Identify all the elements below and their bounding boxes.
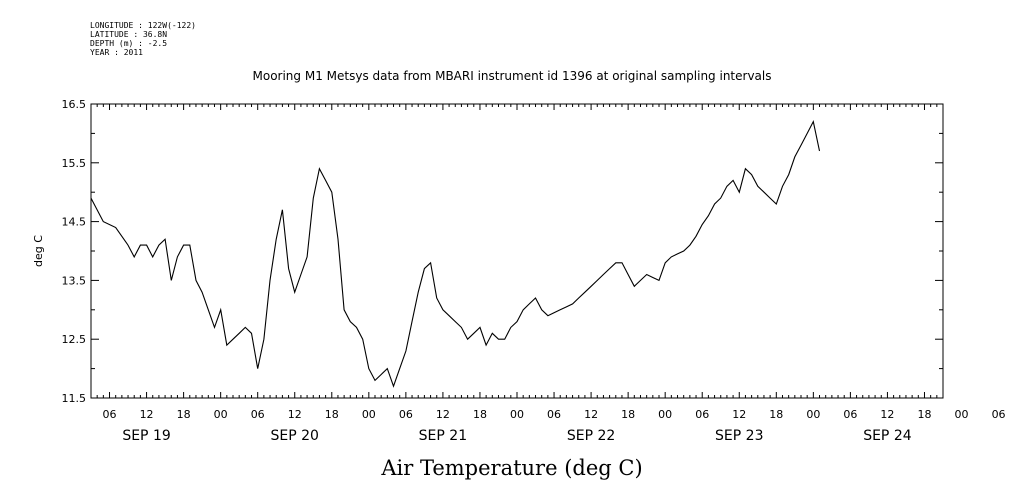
- hour-tick-label: 00: [658, 408, 672, 421]
- hour-tick-label: 06: [843, 408, 857, 421]
- hour-tick-label: 12: [732, 408, 746, 421]
- metadata-block: LONGITUDE : 122W(-122) LATITUDE : 36.8N …: [90, 21, 196, 57]
- day-label: SEP 24: [863, 428, 912, 444]
- hour-tick-label: 18: [769, 408, 783, 421]
- hour-tick-label: 00: [806, 408, 820, 421]
- y-tick-label: 12.5: [62, 333, 87, 346]
- series-line: [90, 119, 821, 388]
- hour-tick-label: 12: [288, 408, 302, 421]
- hour-tick-label: 00: [510, 408, 524, 421]
- hour-tick-label: 06: [992, 408, 1006, 421]
- hour-tick-label: 06: [547, 408, 561, 421]
- hour-tick-label: 18: [177, 408, 191, 421]
- day-label: SEP 23: [715, 428, 763, 444]
- y-tick-label: 14.5: [62, 216, 87, 229]
- latitude-text: LATITUDE : 36.8N: [90, 30, 168, 39]
- day-label: SEP 22: [567, 428, 615, 444]
- y-tick-label: 15.5: [62, 157, 87, 170]
- y-tick-label: 13.5: [62, 274, 87, 287]
- year-text: YEAR : 2011: [90, 48, 143, 57]
- hour-tick-label: 18: [325, 408, 339, 421]
- y-tick-labels: 11.5 12.5 13.5 14.5 15.5 16.5: [62, 98, 87, 405]
- y-axis-label: deg C: [32, 235, 45, 267]
- hour-tick-label: 18: [473, 408, 487, 421]
- hour-tick-label: 12: [880, 408, 894, 421]
- hour-tick-label: 00: [214, 408, 228, 421]
- hour-tick-label: 00: [955, 408, 969, 421]
- hour-tick-label: 18: [621, 408, 635, 421]
- hour-tick-label: 12: [140, 408, 154, 421]
- y-tick-label: 11.5: [62, 392, 87, 405]
- hour-tick-label: 06: [103, 408, 117, 421]
- day-label: SEP 20: [271, 428, 319, 444]
- x-axis-label: Air Temperature (deg C): [380, 456, 642, 480]
- hour-tick-label: 06: [399, 408, 413, 421]
- hour-tick-label: 06: [251, 408, 265, 421]
- chart-title: Mooring M1 Metsys data from MBARI instru…: [253, 69, 772, 83]
- axis-ticks: [90, 103, 944, 399]
- y-tick-label: 16.5: [62, 98, 87, 111]
- hour-tick-label: 00: [362, 408, 376, 421]
- plot-frame: [90, 103, 944, 399]
- hour-tick-label: 06: [695, 408, 709, 421]
- hour-tick-labels: 06 12 18 00 06 12 18 00 06 12 18 00 06 12 18 00 06 12 18 00…: [103, 408, 1006, 421]
- hour-tick-label: 12: [436, 408, 450, 421]
- longitude-text: LONGITUDE : 122W(-122): [90, 21, 196, 30]
- day-label: SEP 21: [419, 428, 467, 444]
- hour-tick-label: 18: [917, 408, 931, 421]
- depth-text: DEPTH (m) : -2.5: [90, 39, 168, 48]
- hour-tick-label: 12: [584, 408, 598, 421]
- day-label: SEP 19: [122, 428, 170, 444]
